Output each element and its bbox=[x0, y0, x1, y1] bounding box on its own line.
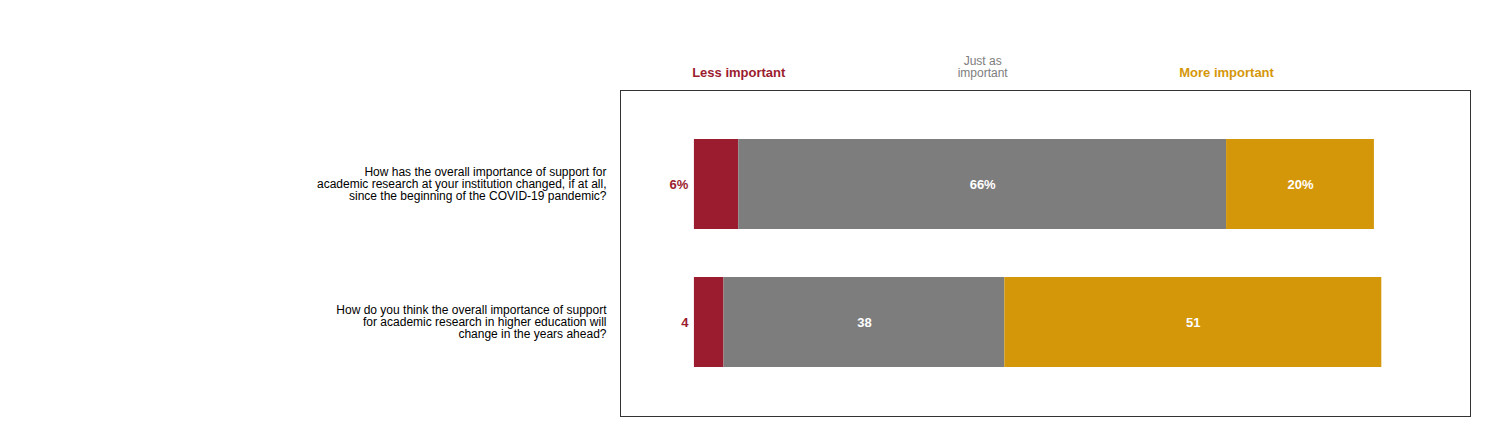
svg-text:How has the overall importance: How has the overall importance of suppor… bbox=[317, 165, 607, 203]
svg-text:66%: 66% bbox=[970, 177, 996, 192]
svg-text:20%: 20% bbox=[1287, 177, 1313, 192]
svg-text:Less important: Less important bbox=[692, 65, 786, 80]
svg-text:How do you think the overall i: How do you think the overall importance … bbox=[336, 303, 607, 341]
svg-text:4: 4 bbox=[681, 315, 689, 330]
svg-text:6%: 6% bbox=[670, 177, 689, 192]
svg-text:51: 51 bbox=[1186, 315, 1200, 330]
svg-text:Just asimportant: Just asimportant bbox=[958, 54, 1009, 80]
svg-text:More important: More important bbox=[1179, 65, 1274, 80]
svg-text:38: 38 bbox=[857, 315, 871, 330]
